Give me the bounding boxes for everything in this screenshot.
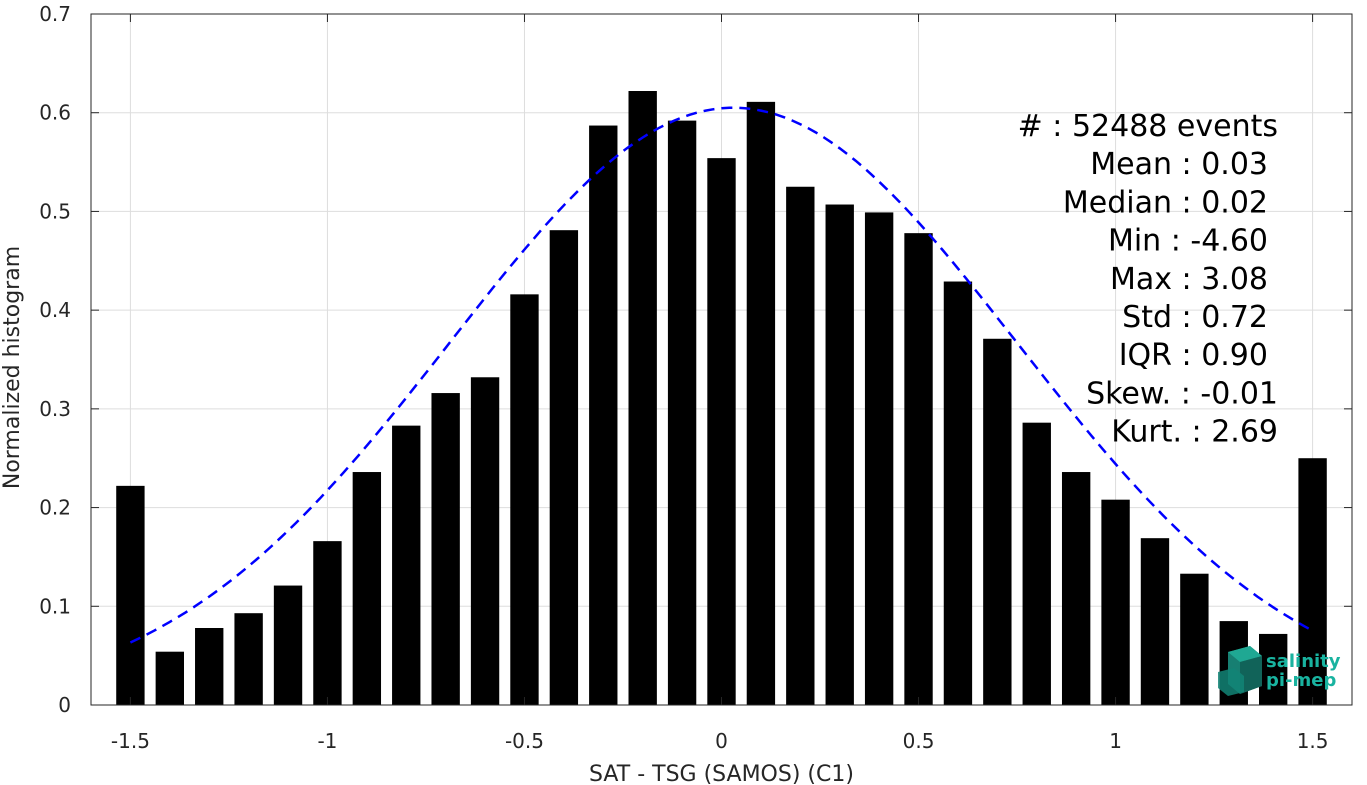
bar-11	[549, 230, 579, 706]
bar-18	[825, 204, 854, 706]
stat-line-5: Std : 0.72	[1122, 300, 1268, 335]
stat-line-8: Kurt. : 2.69	[1111, 415, 1278, 450]
stat-line-2: Median : 0.02	[1063, 185, 1268, 220]
bar-29	[1259, 633, 1288, 705]
bar-1	[155, 651, 184, 705]
bar-5	[313, 541, 342, 705]
stat-line-3: Min : -4.60	[1108, 224, 1268, 259]
bar-9	[470, 377, 500, 705]
bar-25	[1101, 499, 1130, 705]
bar-15	[707, 158, 736, 705]
stat-line-1: Mean : 0.03	[1090, 147, 1268, 182]
y-axis-label: Normalized histogram	[0, 246, 25, 489]
y-tick-label-1: 0.1	[39, 594, 71, 618]
bar-24	[1061, 472, 1091, 705]
bar-13	[628, 90, 657, 706]
y-tick-label-7: 0.7	[39, 2, 71, 26]
y-tick-label-6: 0.6	[39, 101, 71, 125]
x-tick-label-4: 0.5	[903, 729, 935, 753]
bar-10	[510, 294, 539, 705]
bar-3	[234, 613, 263, 705]
bar-22	[983, 338, 1012, 705]
y-tick-label-2: 0.2	[39, 496, 71, 520]
logo-text-line1: salinity	[1266, 651, 1341, 672]
bar-0	[116, 485, 145, 705]
logo-text-line2: pi-mep	[1266, 670, 1336, 691]
bar-4	[273, 585, 303, 705]
salinity-pimep-logo: salinity pi-mep	[1218, 646, 1341, 696]
stat-line-0: # : 52488 events	[1018, 109, 1278, 144]
x-tick-label-5: 1	[1109, 729, 1122, 753]
stat-line-7: Skew. : -0.01	[1086, 376, 1278, 411]
x-tick-label-0: -1.5	[111, 729, 150, 753]
x-tick-label-6: 1.5	[1297, 729, 1329, 753]
y-tick-label-0: 0	[58, 693, 71, 717]
stat-line-6: IQR : 0.90	[1119, 338, 1268, 373]
x-tick-label-1: -1	[317, 729, 337, 753]
bar-8	[431, 393, 460, 705]
bar-17	[786, 186, 815, 705]
bar-19	[864, 212, 894, 705]
fit-curve	[129, 106, 1314, 644]
bar-6	[352, 472, 382, 705]
bar-7	[392, 425, 421, 705]
x-axis-label: SAT - TSG (SAMOS) (C1)	[589, 762, 854, 785]
bar-21	[943, 281, 973, 705]
bar-12	[589, 125, 618, 706]
bar-30	[1298, 458, 1327, 705]
x-tick-label-3: 0	[715, 729, 728, 753]
ticks: -1.5 -1 -0.5 0 0.5 1 1.5 0 0.1 0.2 0.3 0.4 0.5 0.6 0.7	[39, 2, 1352, 753]
bar-23	[1022, 422, 1051, 705]
stat-line-4: Max : 3.08	[1110, 262, 1268, 297]
bar-16	[746, 101, 776, 705]
bar-14	[667, 120, 697, 705]
x-tick-label-2: -0.5	[505, 729, 544, 753]
bar-2	[195, 628, 224, 705]
y-tick-label-5: 0.5	[39, 199, 71, 223]
y-tick-label-3: 0.3	[39, 397, 71, 421]
bar-26	[1140, 538, 1170, 705]
logo-cube-icon	[1218, 646, 1262, 696]
bar-27	[1180, 573, 1209, 705]
bars	[116, 90, 1327, 706]
bar-20	[904, 233, 933, 705]
y-tick-label-4: 0.4	[39, 298, 71, 322]
